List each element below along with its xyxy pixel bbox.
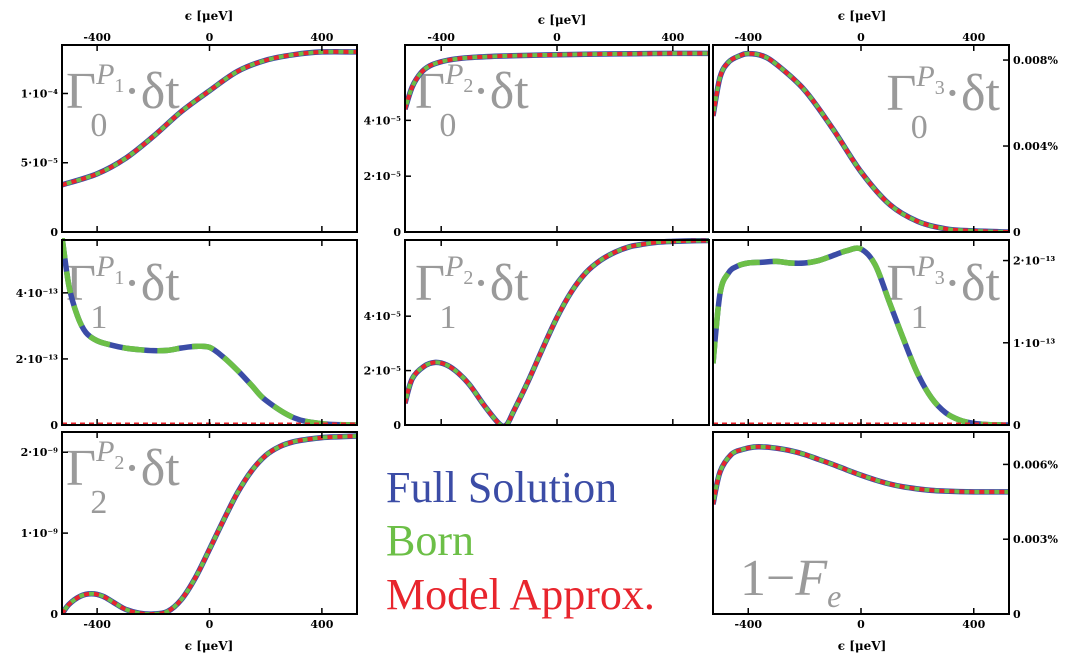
panel-g2_p2: ΓP2 2·δt -400 0 400 0 1·10⁻⁹ 2·10⁻⁹ [21, 431, 358, 631]
y-tick-label: 4·10⁻⁵ [364, 310, 402, 323]
y-tick-label: 2·10⁻¹³ [1013, 255, 1055, 268]
x-tick-label: 0 [206, 31, 214, 44]
x-tick-label: 400 [962, 618, 985, 631]
y-tick-label: 0 [393, 419, 401, 432]
x-tick-label: -400 [734, 618, 762, 631]
panel-g1_p3: ΓP3 1·δt 0 1·10⁻¹³ 2·10⁻¹³ [712, 239, 1055, 432]
curves [405, 238, 709, 425]
y-tick-label: 0.006% [1013, 458, 1058, 471]
panel-label: ΓP3 1·δt [886, 250, 1000, 336]
curves [713, 50, 1009, 232]
panels: ΓP1 0·δt -400 0 400 0 5·10⁻⁵ 1·10⁻⁴ ΓP2 0·δt -400 0… [16, 31, 1059, 631]
x-tick-label: 400 [310, 618, 333, 631]
series-model-approx [713, 444, 1009, 505]
panel-label: 1−Fe [740, 550, 841, 614]
series-born [62, 238, 357, 425]
panel-label: ΓP2 1·δt [415, 250, 529, 336]
legend-full-solution: Full Solution [386, 463, 617, 512]
y-tick-label: 0 [50, 608, 58, 621]
y-tick-label: 0.003% [1013, 533, 1058, 546]
series-born [713, 245, 1009, 425]
x-tick-label: 400 [661, 31, 684, 44]
y-tick-label: 4·10⁻¹³ [16, 287, 58, 300]
x-tick-label: 400 [310, 31, 333, 44]
series-born-overlay [713, 444, 1009, 505]
y-tick-label: 2·10⁻¹³ [16, 353, 58, 366]
y-tick-label: 4·10⁻⁵ [364, 114, 402, 127]
y-tick-label: 0.004% [1013, 140, 1058, 153]
top-axis-title-right: ϵ [μeV] [838, 9, 887, 23]
curves [62, 433, 357, 614]
series-born-overlay [405, 238, 709, 425]
series-model-approx [405, 51, 709, 110]
panel-g1_p2: ΓP2 1·δt 0 2·10⁻⁵ 4·10⁻⁵ [364, 238, 710, 432]
top-axis-title-middle: ϵ [μeV] [538, 13, 587, 27]
panel-g0_p1: ΓP1 0·δt -400 0 400 0 5·10⁻⁵ 1·10⁻⁴ [21, 31, 358, 239]
y-tick-label: 0 [1013, 226, 1021, 239]
x-tick-label: -400 [83, 31, 111, 44]
panel-label: ΓP1 0·δt [66, 58, 180, 144]
bottom-axis-title-left: ϵ [μeV] [185, 639, 234, 653]
y-tick-label: 0 [393, 226, 401, 239]
x-tick-label: -400 [427, 31, 455, 44]
y-tick-label: 2·10⁻⁹ [21, 446, 59, 459]
curves [405, 50, 709, 111]
series-born-overlay [713, 51, 1009, 232]
x-tick-label: 0 [857, 618, 865, 631]
bottom-axis-title-right: ϵ [μeV] [838, 639, 887, 653]
panel-label: ΓP2 0·δt [415, 58, 529, 144]
y-tick-label: 0 [1013, 419, 1021, 432]
y-tick-label: 0.008% [1013, 54, 1058, 67]
legend: Full Solution Born Model Approx. [386, 463, 655, 619]
series-model-approx [405, 238, 709, 425]
y-tick-label: 0 [50, 419, 58, 432]
panel-one_minus_fe: 1−Fe -400 0 400 0 0.003% 0.006% [712, 431, 1058, 631]
x-tick-label: 0 [206, 618, 214, 631]
panel-g0_p3: ΓP3 0·δt -400 0 400 0 0.004% 0.008% [712, 31, 1058, 239]
x-tick-label: 0 [553, 31, 561, 44]
series-model-approx [62, 434, 357, 614]
x-tick-label: -400 [83, 618, 111, 631]
curves [62, 48, 357, 188]
y-tick-label: 2·10⁻⁵ [364, 170, 402, 183]
series-model-approx [713, 51, 1009, 232]
panel-label: ΓP3 0·δt [886, 60, 1000, 146]
series-born-overlay [62, 434, 357, 614]
y-tick-label: 0 [1013, 608, 1021, 621]
x-tick-label: 0 [857, 31, 865, 44]
x-tick-label: 400 [962, 31, 985, 44]
y-tick-label: 0 [50, 226, 58, 239]
series-born-overlay [405, 51, 709, 110]
y-tick-label: 1·10⁻¹³ [1013, 337, 1055, 350]
x-tick-label: -400 [734, 31, 762, 44]
y-tick-label: 5·10⁻⁵ [21, 157, 59, 170]
panel-g0_p2: ΓP2 0·δt -400 0 400 0 2·10⁻⁵ 4·10⁻⁵ [364, 31, 710, 239]
panel-label: ΓP2 2·δt [66, 435, 180, 521]
top-axis-title-left: ϵ [μeV] [185, 9, 234, 23]
y-tick-label: 1·10⁻⁴ [21, 87, 59, 100]
y-tick-label: 1·10⁻⁹ [21, 527, 59, 540]
series-born-overlay [62, 49, 357, 187]
legend-born: Born [386, 516, 474, 565]
legend-model-approx: Model Approx. [386, 570, 655, 619]
curves [713, 443, 1009, 505]
y-tick-label: 2·10⁻⁵ [364, 365, 402, 378]
